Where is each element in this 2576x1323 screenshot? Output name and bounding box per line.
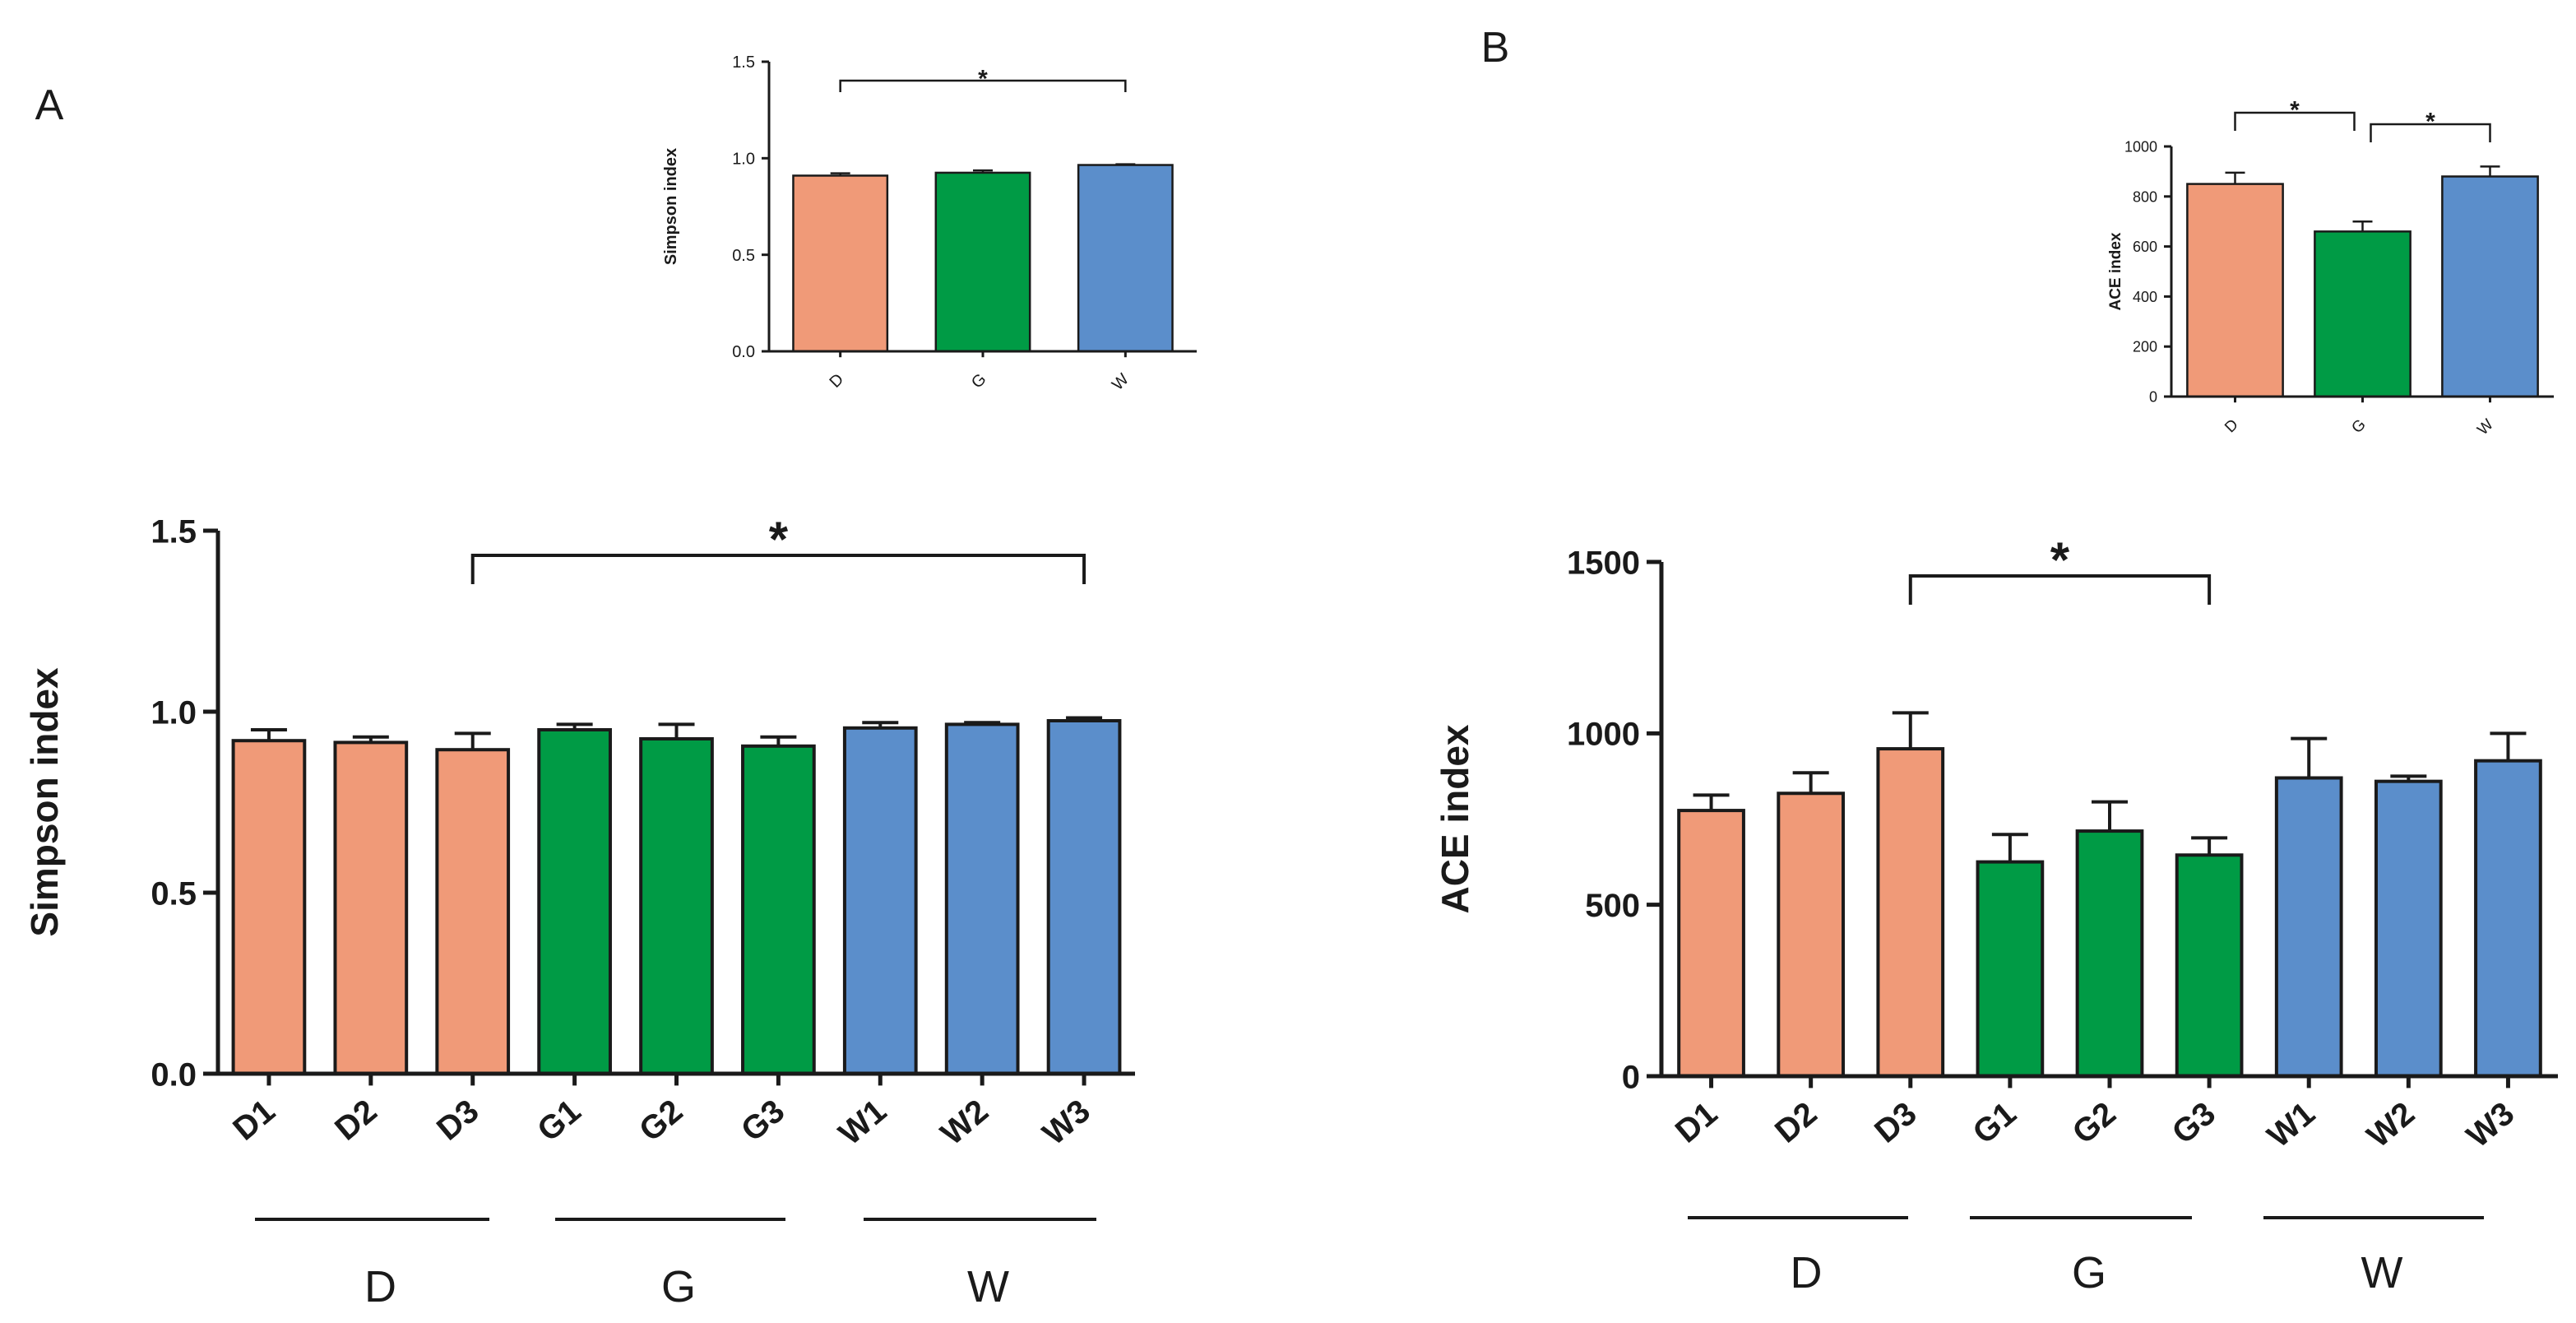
significance-bracket xyxy=(2370,123,2491,142)
bar-W2 xyxy=(2374,779,2443,1079)
x-tick-label: G1 xyxy=(1967,1095,2023,1151)
y-tick-label: 1000 xyxy=(2124,138,2157,155)
bar-W xyxy=(2441,175,2539,398)
y-axis-label: Simpson index xyxy=(23,667,66,937)
significance-bracket xyxy=(1908,574,2212,605)
bar-D2 xyxy=(333,740,409,1076)
y-tick-label: 1.5 xyxy=(151,513,197,550)
group-label-G: G xyxy=(2072,1248,2106,1297)
group-label-W: W xyxy=(2361,1248,2403,1297)
chart-panel-a-simpson-by-group: A 0.0 0.5 1.0 1.5 D G W Simpson index * xyxy=(35,53,1197,394)
bar-G3 xyxy=(741,744,816,1075)
bar-D1 xyxy=(231,739,307,1075)
x-tick-label: G2 xyxy=(2066,1095,2123,1151)
y-tick-label: 0.5 xyxy=(151,875,197,912)
x-tick-label: D1 xyxy=(1669,1095,1724,1150)
group-label-W: W xyxy=(967,1262,1009,1311)
bar-D3 xyxy=(435,748,511,1075)
x-tick-label: D1 xyxy=(226,1093,281,1148)
bar-W3 xyxy=(2474,759,2542,1079)
bar-W xyxy=(1077,164,1174,353)
y-tick-label: 0 xyxy=(1622,1059,1640,1095)
x-tick-label: G2 xyxy=(632,1093,689,1149)
y-tick-label: 800 xyxy=(2133,188,2157,205)
y-tick-label: 200 xyxy=(2133,339,2157,355)
significance-bracket xyxy=(839,79,1127,92)
group-label-G: G xyxy=(661,1262,696,1311)
y-axis-label: ACE index xyxy=(1434,724,1476,913)
x-tick-label: W xyxy=(1109,370,1133,394)
y-tick-label: 600 xyxy=(2133,239,2157,255)
significance-star: * xyxy=(2050,532,2070,587)
chart-panel-b-ace-by-group: B 0 200 400 600 800 1000 D G W ACE index * * xyxy=(1481,24,2554,439)
x-tick-label: D3 xyxy=(430,1093,485,1148)
y-tick-label: 500 xyxy=(1585,888,1640,924)
significance-star: * xyxy=(769,512,789,567)
y-tick-label: 1500 xyxy=(1567,545,1640,581)
x-tick-label: W2 xyxy=(2361,1095,2421,1154)
bar-G1 xyxy=(1976,860,2045,1079)
y-tick-label: 1000 xyxy=(1567,717,1640,753)
y-axis-label: ACE index xyxy=(2107,232,2124,310)
x-tick-label: G xyxy=(968,370,990,392)
bar-W1 xyxy=(2274,776,2343,1078)
significance-star: * xyxy=(2425,109,2435,136)
x-tick-label: W3 xyxy=(1036,1093,1097,1152)
x-tick-label: W xyxy=(2474,416,2497,439)
chart-panel-a-simpson-by-sample: 0.0 0.5 1.0 1.5 D1 D2 D3 G1 G2 G3 W1 W2 W3 Simpson in… xyxy=(23,512,1135,1311)
bar-D xyxy=(2186,183,2284,398)
x-tick-label: G3 xyxy=(2166,1095,2222,1151)
significance-star: * xyxy=(2290,97,2300,124)
panel-letter: B xyxy=(1481,24,1510,72)
group-label-D: D xyxy=(364,1262,396,1311)
bar-D2 xyxy=(1777,791,1846,1078)
chart-panel-b-ace-by-sample: 0 500 1000 1500 D1 D2 D3 G1 G2 G3 W1 W2 W3 ACE index *… xyxy=(1434,532,2558,1297)
bar-G2 xyxy=(639,737,714,1075)
bar-D xyxy=(792,174,889,353)
y-axis-label: Simpson index xyxy=(662,148,680,265)
bar-D3 xyxy=(1876,747,1945,1078)
y-tick-label: 0.5 xyxy=(732,247,755,265)
significance-star: * xyxy=(978,66,988,93)
y-tick-label: 0 xyxy=(2149,388,2157,405)
significance-bracket xyxy=(470,554,1086,584)
bar-G xyxy=(2314,230,2412,398)
y-tick-label: 0.0 xyxy=(732,343,755,361)
group-label-D: D xyxy=(1791,1248,1823,1297)
x-tick-label: D2 xyxy=(1768,1095,1823,1150)
y-tick-label: 0.0 xyxy=(151,1056,197,1093)
bar-D1 xyxy=(1677,809,1745,1078)
x-tick-label: W1 xyxy=(2261,1095,2322,1154)
x-tick-label: D xyxy=(2222,416,2242,437)
x-tick-label: D3 xyxy=(1868,1095,1923,1150)
x-tick-label: G xyxy=(2348,416,2369,437)
x-tick-label: D2 xyxy=(328,1093,383,1148)
y-tick-label: 1.0 xyxy=(151,694,197,731)
bar-G1 xyxy=(537,728,612,1075)
y-tick-label: 400 xyxy=(2133,289,2157,305)
bar-W1 xyxy=(842,726,918,1075)
y-tick-label: 1.0 xyxy=(732,151,755,169)
panel-letter: A xyxy=(35,81,64,129)
significance-bracket xyxy=(2234,111,2356,131)
x-tick-label: G1 xyxy=(530,1093,587,1149)
bar-W2 xyxy=(944,722,1020,1076)
x-tick-label: D xyxy=(826,370,847,392)
y-tick-label: 1.5 xyxy=(732,53,755,72)
bar-G3 xyxy=(2175,853,2244,1078)
x-tick-label: G3 xyxy=(734,1093,791,1149)
x-tick-label: W3 xyxy=(2460,1095,2521,1154)
x-tick-label: W2 xyxy=(934,1093,995,1152)
bar-W3 xyxy=(1046,719,1122,1075)
x-tick-label: W1 xyxy=(832,1093,893,1152)
bar-G xyxy=(934,171,1031,353)
bar-G2 xyxy=(2075,829,2144,1078)
